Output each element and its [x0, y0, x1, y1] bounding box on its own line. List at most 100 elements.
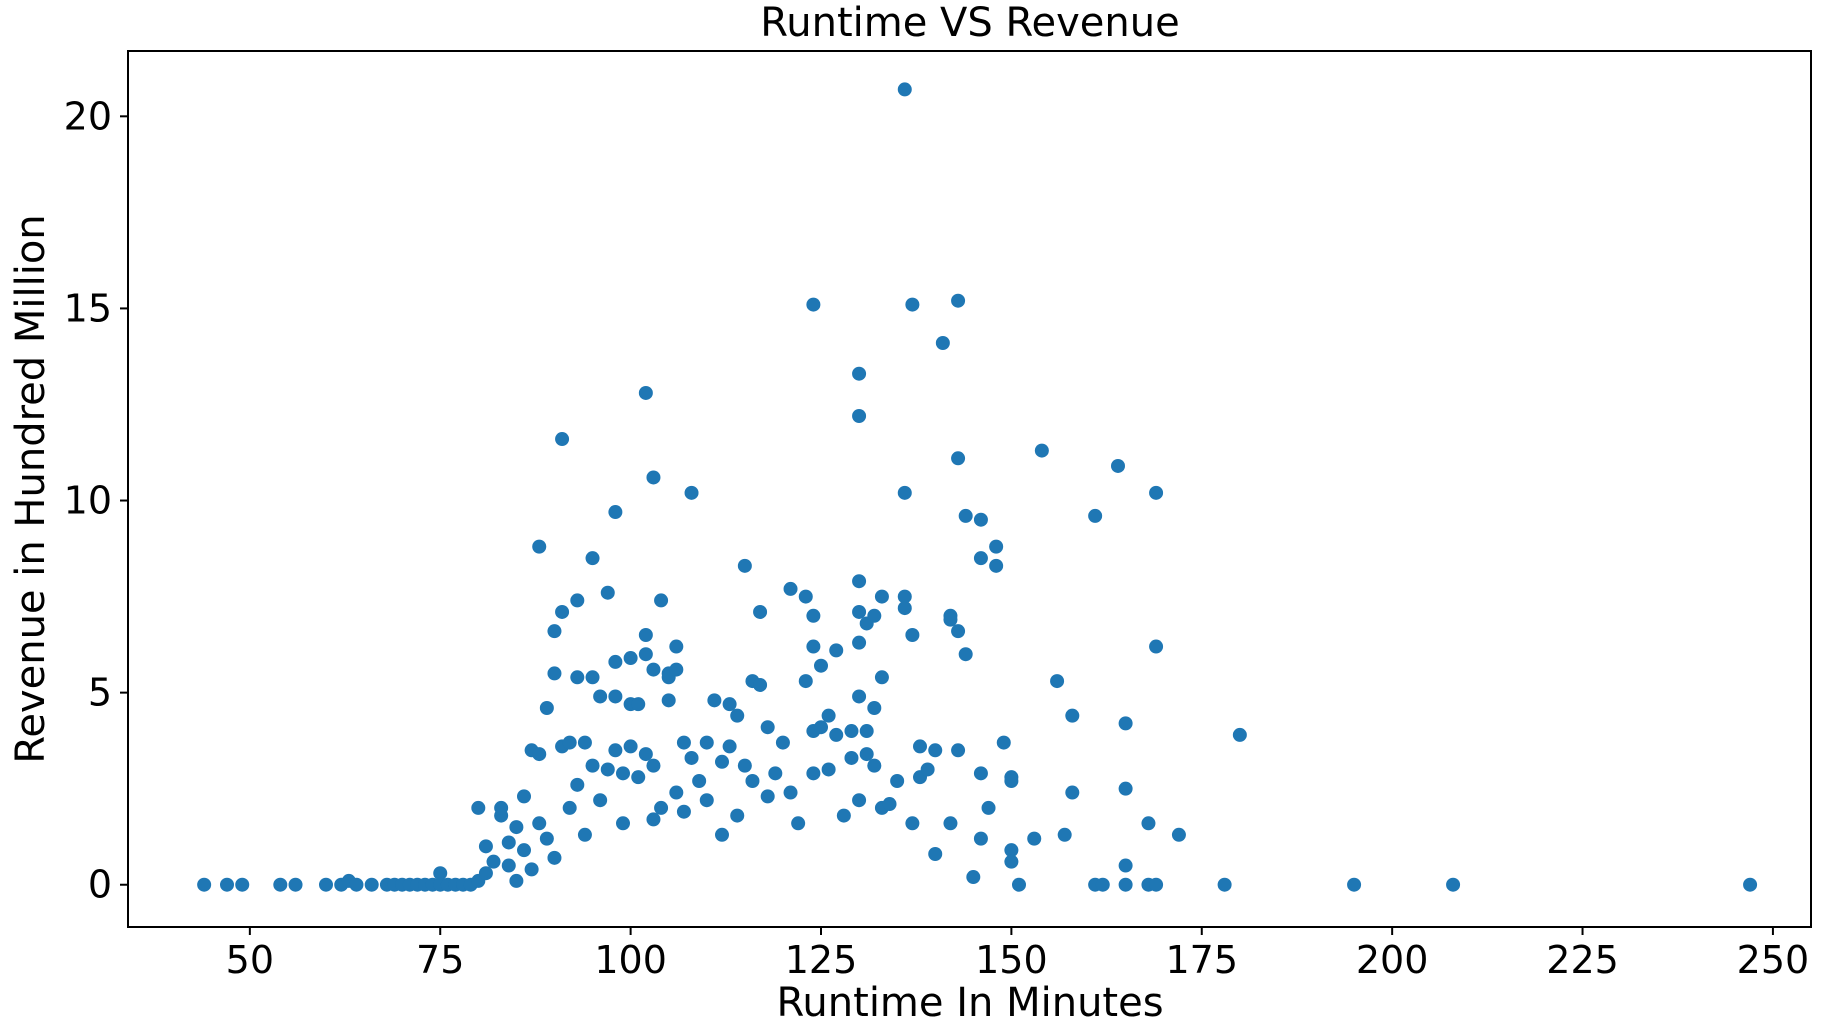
scatter-point — [532, 539, 547, 554]
scatter-point — [631, 770, 646, 785]
scatter-point — [973, 512, 988, 527]
scatter-point — [1034, 443, 1049, 458]
scatter-point — [638, 747, 653, 762]
x-tick-label: 250 — [1737, 938, 1810, 982]
chart-title: Runtime VS Revenue — [760, 0, 1179, 46]
y-tick-label: 15 — [64, 286, 112, 330]
scatter-point — [958, 647, 973, 662]
scatter-point — [654, 593, 669, 608]
scatter-point — [867, 758, 882, 773]
scatter-point — [730, 808, 745, 823]
scatter-point — [669, 639, 684, 654]
x-tick-label: 150 — [975, 938, 1048, 982]
scatter-point — [928, 743, 943, 758]
y-tick-label: 10 — [64, 479, 112, 523]
scatter-point — [867, 608, 882, 623]
scatter-point — [562, 735, 577, 750]
scatter-point — [638, 647, 653, 662]
scatter-point — [364, 877, 379, 892]
x-tick-label: 200 — [1356, 938, 1429, 982]
scatter-point — [1118, 781, 1133, 796]
scatter-point — [577, 735, 592, 750]
scatter-point — [1065, 785, 1080, 800]
scatter-point — [760, 789, 775, 804]
scatter-point — [608, 505, 623, 520]
scatter-point — [235, 877, 250, 892]
scatter-point — [958, 508, 973, 523]
scatter-point — [814, 658, 828, 673]
scatter-point — [501, 835, 516, 850]
scatter-point — [616, 816, 630, 831]
scatter-point — [1111, 458, 1125, 473]
scatter-point — [859, 724, 874, 739]
scatter-point — [928, 847, 943, 861]
scatter-point — [593, 689, 608, 704]
scatter-point — [654, 800, 669, 815]
scatter-point — [638, 385, 653, 400]
scatter-point — [814, 720, 828, 735]
x-tick-label: 125 — [785, 938, 858, 982]
scatter-point — [349, 877, 364, 892]
scatter-point — [676, 735, 691, 750]
scatter-point — [478, 866, 493, 881]
scatter-point — [1095, 877, 1110, 892]
scatter-point — [783, 785, 798, 800]
scatter-point — [570, 670, 585, 685]
scatter-point — [737, 758, 752, 773]
scatter-point — [646, 758, 661, 773]
scatter-point — [539, 701, 554, 715]
x-tick-label: 175 — [1166, 938, 1239, 982]
scatter-point — [1347, 877, 1362, 892]
scatter-point — [1149, 877, 1164, 892]
scatter-point — [737, 558, 752, 573]
scatter-point — [852, 409, 867, 423]
scatter-point — [806, 608, 821, 623]
scatter-point — [897, 82, 912, 97]
scatter-point — [517, 843, 531, 858]
scatter-point — [973, 831, 988, 846]
scatter-point — [753, 677, 768, 692]
scatter-point — [753, 604, 768, 619]
scatter-point — [699, 793, 714, 808]
y-tick-label: 5 — [88, 671, 112, 715]
scatter-point — [852, 635, 867, 650]
scatter-point — [676, 804, 691, 819]
scatter-point — [791, 816, 806, 831]
plot-frame — [127, 50, 1812, 928]
scatter-point — [821, 762, 836, 777]
scatter-point — [220, 877, 234, 892]
scatter-point — [478, 839, 493, 854]
scatter-point — [874, 589, 889, 604]
scatter-point — [1217, 877, 1232, 892]
scatter-point — [1171, 827, 1186, 842]
scatter-point — [593, 793, 608, 808]
scatter-point — [913, 739, 927, 754]
scatter-point — [943, 612, 958, 627]
scatter-point — [897, 485, 912, 500]
scatter-point — [684, 485, 699, 500]
scatter-point — [638, 628, 653, 642]
scatter-point — [471, 800, 486, 815]
scatter-point — [1149, 639, 1164, 654]
scatter-point — [608, 654, 623, 669]
y-tick-label: 20 — [64, 94, 112, 138]
scatter-point — [745, 774, 760, 788]
scatter-point — [852, 574, 867, 589]
scatter-point — [1065, 708, 1080, 723]
scatter-point — [852, 366, 867, 381]
scatter-point — [897, 589, 912, 604]
scatter-point — [570, 777, 585, 792]
scatter-point — [1012, 877, 1026, 892]
scatter-point — [517, 789, 531, 804]
scatter-point — [684, 750, 699, 765]
scatter-point — [524, 862, 539, 877]
scatter-point — [623, 739, 638, 754]
scatter-point — [844, 750, 859, 765]
scatter-point — [951, 293, 966, 308]
scatter-point — [920, 762, 935, 777]
scatter-point — [646, 470, 661, 485]
scatter-point — [509, 873, 524, 888]
scatter-point — [1027, 831, 1042, 846]
scatter-point — [981, 800, 996, 815]
